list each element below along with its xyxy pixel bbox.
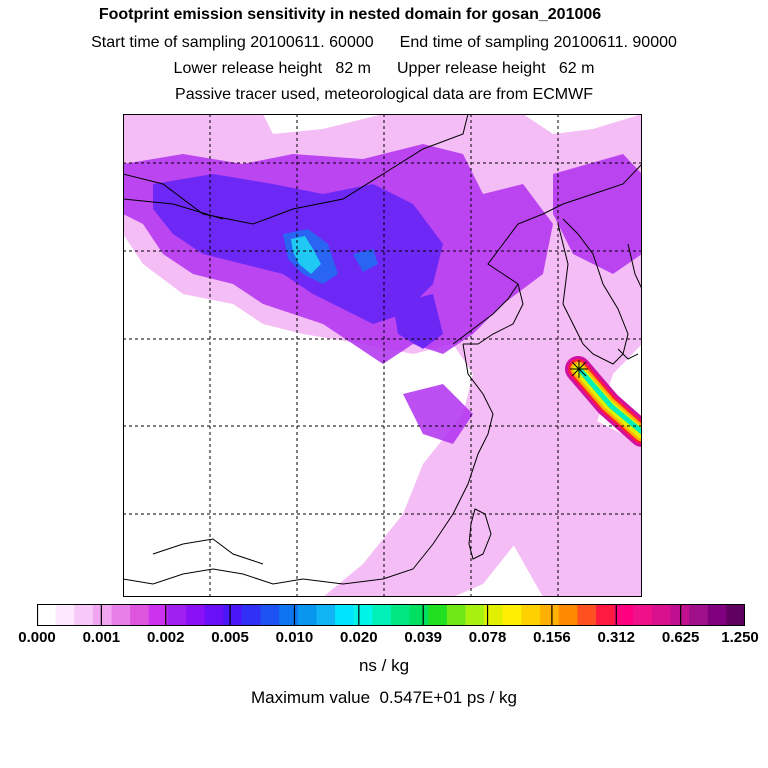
colorbar-segment xyxy=(391,604,411,626)
colorbar-segment xyxy=(316,604,336,626)
colorbar-segment xyxy=(186,604,206,626)
colorbar-tick-label: 0.312 xyxy=(597,629,636,646)
colorbar-segment xyxy=(558,604,578,626)
upper-release-height: Upper release height 62 m xyxy=(397,60,595,77)
colorbar-segment xyxy=(577,604,597,626)
colorbar-tick-label: 0.010 xyxy=(275,629,314,646)
release-site-marker xyxy=(570,360,588,378)
colorbar xyxy=(37,604,745,626)
plot-title: Footprint emission sensitivity in nested… xyxy=(98,6,602,23)
colorbar-segment xyxy=(297,604,318,626)
end-time: End time of sampling 20100611. 90000 xyxy=(399,34,677,51)
colorbar-tick-label: 0.039 xyxy=(404,629,442,646)
colorbar-unit: ns / kg xyxy=(358,656,410,675)
lower-release-height: Lower release height 82 m xyxy=(173,60,371,77)
colorbar-segment xyxy=(428,604,448,626)
sampling-times: Start time of sampling 20100611. 60000 En… xyxy=(0,34,768,52)
maximum-value: Maximum value 0.547E+01 ps / kg xyxy=(251,688,517,707)
colorbar-segment xyxy=(74,604,94,626)
colorbar-segment xyxy=(614,604,634,626)
colorbar-segment xyxy=(335,604,355,626)
release-heights: Lower release height 82 m Upper release h… xyxy=(0,60,768,78)
colorbar-segment xyxy=(204,604,224,626)
colorbar-segment xyxy=(55,604,75,626)
map-grid xyxy=(123,114,642,597)
colorbar-segment xyxy=(167,604,187,626)
colorbar-segment xyxy=(595,604,616,626)
colorbar-segment xyxy=(92,604,113,626)
colorbar-tick-label: 0.625 xyxy=(661,629,700,646)
colorbar-segment xyxy=(260,604,280,626)
colorbar-segment xyxy=(689,604,709,626)
colorbar-segment xyxy=(148,604,169,626)
sensitivity-field-cyan xyxy=(291,236,321,274)
colorbar-segment xyxy=(372,604,392,626)
colorbar-segment xyxy=(502,604,523,626)
colorbar-tick-label: 1.250 xyxy=(721,629,759,646)
colorbar-segment xyxy=(37,604,57,626)
colorbar-segment xyxy=(353,604,373,626)
colorbar-frame xyxy=(37,604,745,626)
colorbar-tick-label: 0.156 xyxy=(533,629,571,646)
colorbar-segment xyxy=(130,604,150,626)
footprint-map xyxy=(123,114,642,597)
colorbar-segment xyxy=(484,604,504,626)
colorbar-segment xyxy=(241,604,262,626)
colorbar-tick-label: 0.020 xyxy=(340,629,378,646)
colorbar-segment xyxy=(707,604,727,626)
colorbar-tick-label: 0.001 xyxy=(82,629,121,646)
map-frame xyxy=(123,114,642,597)
colorbar-segment xyxy=(409,604,429,626)
colorbar-segment xyxy=(223,604,243,626)
colorbar-segment xyxy=(279,604,299,626)
tracer-note: Passive tracer used, meteorological data… xyxy=(175,86,593,103)
colorbar-segment xyxy=(465,604,485,626)
start-time: Start time of sampling 20100611. 60000 xyxy=(91,34,374,51)
colorbar-segment xyxy=(726,604,745,626)
colorbar-tick-label: 0.005 xyxy=(211,629,249,646)
colorbar-segment xyxy=(540,604,560,626)
release-plume xyxy=(565,356,642,447)
coastlines xyxy=(123,114,642,585)
colorbar-segment xyxy=(446,604,467,626)
colorbar-tick-label: 0.078 xyxy=(468,629,507,646)
colorbar-tick-label: 0.002 xyxy=(146,629,185,646)
colorbar-tick-label: 0.000 xyxy=(18,629,56,646)
colorbar-segment xyxy=(521,604,541,626)
colorbar-segment xyxy=(111,604,131,626)
colorbar-segment xyxy=(651,604,672,626)
colorbar-segment xyxy=(633,604,653,626)
